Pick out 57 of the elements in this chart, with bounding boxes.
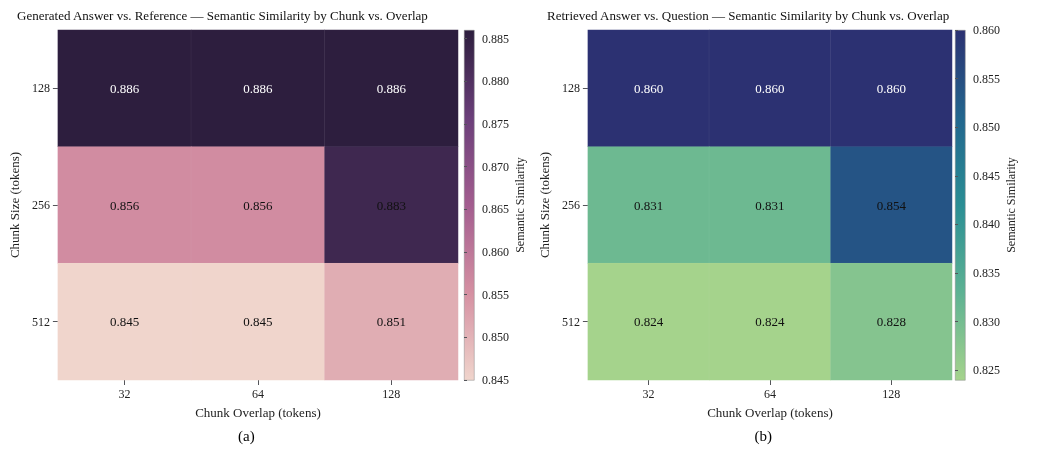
- text: (a): [238, 427, 255, 445]
- color-bar-label: 0.855: [973, 71, 1000, 86]
- data-label: 0.856: [243, 197, 274, 213]
- x-tick-label: 64: [251, 387, 264, 401]
- data-label: 0.860: [633, 80, 664, 96]
- data-label: 0.845: [243, 314, 273, 330]
- color-bar-label: 0.875: [482, 116, 509, 131]
- color-bar-label: 0.880: [482, 74, 509, 89]
- color-bar-label: 0.850: [482, 330, 509, 345]
- color-bar-label: 0.835: [973, 266, 1000, 281]
- data-label: 0.845: [109, 314, 140, 330]
- data-label: 0.886: [243, 80, 274, 96]
- y-tick-label: 256: [31, 198, 50, 212]
- x-tick-label: 64: [763, 387, 776, 401]
- data-label: 0.851: [376, 314, 406, 330]
- x-axis-title: Chunk Overlap (tokens): [707, 405, 833, 420]
- y-tick-label: 512: [31, 314, 50, 329]
- color-bar-title: Semantic Similarity: [513, 157, 527, 253]
- data-label: 0.860: [755, 80, 785, 96]
- color-bar-label: 0.865: [482, 202, 509, 217]
- y-axis-title: Chunk Size (tokens): [537, 151, 552, 259]
- data-label: 0.828: [876, 314, 906, 330]
- x-tick-label: 128: [882, 387, 901, 401]
- y-tick-label: 128: [31, 81, 50, 96]
- color-bar-label: 0.860: [973, 23, 1000, 37]
- color-bar-title: Semantic Similarity: [1004, 157, 1018, 253]
- y-axis-title: Chunk Size (tokens): [7, 151, 22, 259]
- chart-title: Retrieved Answer vs. Question — Semantic Similarity by Chunk vs. Overlap: [547, 8, 950, 23]
- color-bar-label: 0.855: [482, 287, 509, 302]
- x-tick-label: 128: [382, 387, 401, 401]
- color-bar-label: 0.860: [482, 244, 509, 259]
- color-bar-label: 0.845: [973, 168, 1000, 183]
- data-label: 0.883: [376, 197, 406, 213]
- data-label: 0.886: [109, 80, 140, 96]
- y-tick-label: 512: [561, 314, 580, 329]
- color-bar-label: 0.840: [973, 217, 1000, 232]
- x-axis-title: Chunk Overlap (tokens): [195, 405, 321, 420]
- color-bar-label: 0.850: [973, 120, 1000, 135]
- chart-title: Generated Answer vs. Reference — Semantic Similarity by Chunk vs. Overlap: [17, 8, 428, 23]
- data-label: 0.824: [755, 314, 786, 330]
- data-label: 0.824: [633, 314, 664, 330]
- data-label: 0.886: [376, 80, 407, 96]
- data-label: 0.854: [876, 197, 907, 213]
- data-label: 0.831: [633, 197, 664, 213]
- data-label: 0.860: [876, 80, 906, 96]
- color-bar-label: 0.825: [973, 363, 1000, 378]
- color-bar-label: 0.885: [482, 31, 509, 46]
- y-tick-label: 128: [561, 81, 580, 96]
- text: (b): [754, 427, 772, 445]
- data-label: 0.831: [755, 197, 785, 213]
- color-bar-label: 0.870: [482, 159, 509, 174]
- x-tick-label: 32: [118, 387, 131, 401]
- x-tick-label: 32: [642, 387, 655, 401]
- y-tick-label: 256: [561, 198, 580, 212]
- color-bar-label: 0.830: [973, 314, 1000, 329]
- color-bar-label: 0.845: [482, 373, 509, 387]
- data-label: 0.856: [109, 197, 140, 213]
